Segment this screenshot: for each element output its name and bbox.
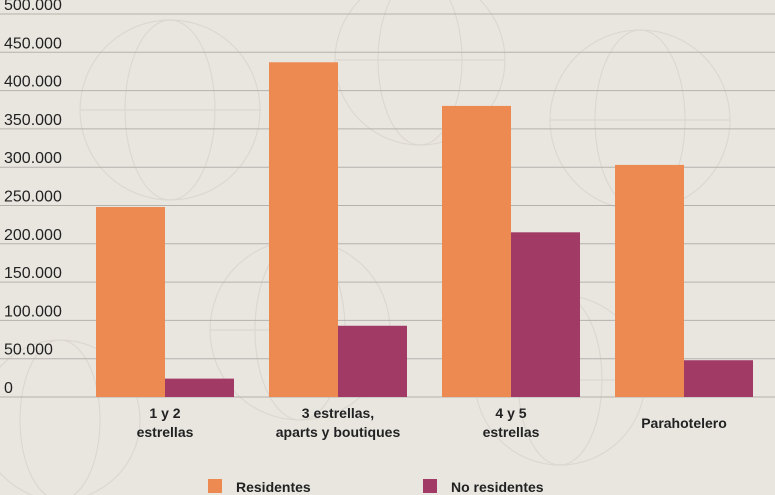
y-tick-label: 200.000 [4,227,62,244]
x-tick-label: Parahotelero [641,415,727,431]
x-tick-label: estrellas [483,424,540,440]
x-tick-label: 3 estrellas, [302,405,374,421]
legend-swatch [423,479,437,493]
bar-no-residentes [684,360,753,397]
y-tick-label: 350.000 [4,112,62,129]
x-tick-label: 1 y 2 [149,405,180,421]
bar-residentes [615,164,684,397]
bar-no-residentes [338,325,407,397]
legend-label: Residentes [236,479,311,495]
y-tick-label: 0 [4,380,13,397]
y-axis: 0 50.000 100.000 150.000 200.000 250.000 300.0… [4,0,62,397]
bar-residentes [96,207,165,397]
y-tick-label: 50.000 [4,342,53,359]
legend-swatch [208,479,222,493]
y-tick-label: 300.000 [4,150,62,167]
bar-residentes [442,105,511,398]
bar-residentes [269,62,338,398]
y-tick-label: 100.000 [4,303,62,320]
y-tick-label: 400.000 [4,74,62,91]
bar-no-residentes [165,378,234,397]
legend-label: No residentes [451,479,544,495]
y-tick-label: 450.000 [4,35,62,52]
y-tick-label: 150.000 [4,265,62,282]
bar-no-residentes [511,232,580,397]
y-tick-label: 250.000 [4,189,62,206]
x-tick-label: estrellas [137,424,194,440]
y-tick-label: 500.000 [4,0,62,14]
bars [96,62,753,398]
x-tick-label: 4 y 5 [495,405,526,421]
x-tick-label: aparts y boutiques [276,424,401,440]
legend: Residentes No residentes [208,479,544,495]
x-axis: 1 y 2 estrellas 3 estrellas, aparts y bouti… [137,405,727,440]
